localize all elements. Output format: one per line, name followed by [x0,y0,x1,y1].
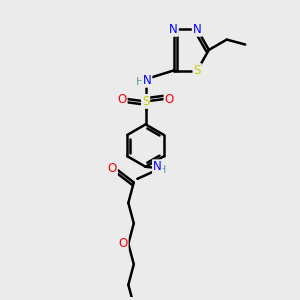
Text: S: S [142,95,149,108]
Text: H: H [158,165,166,175]
Text: N: N [169,23,178,36]
Text: N: N [143,74,152,87]
Text: N: N [153,160,162,173]
Text: O: O [108,162,117,175]
Text: S: S [194,64,201,77]
Text: O: O [118,237,127,250]
Text: O: O [164,93,174,106]
Text: H: H [136,77,145,87]
Text: N: N [193,23,202,36]
Text: O: O [117,93,127,106]
